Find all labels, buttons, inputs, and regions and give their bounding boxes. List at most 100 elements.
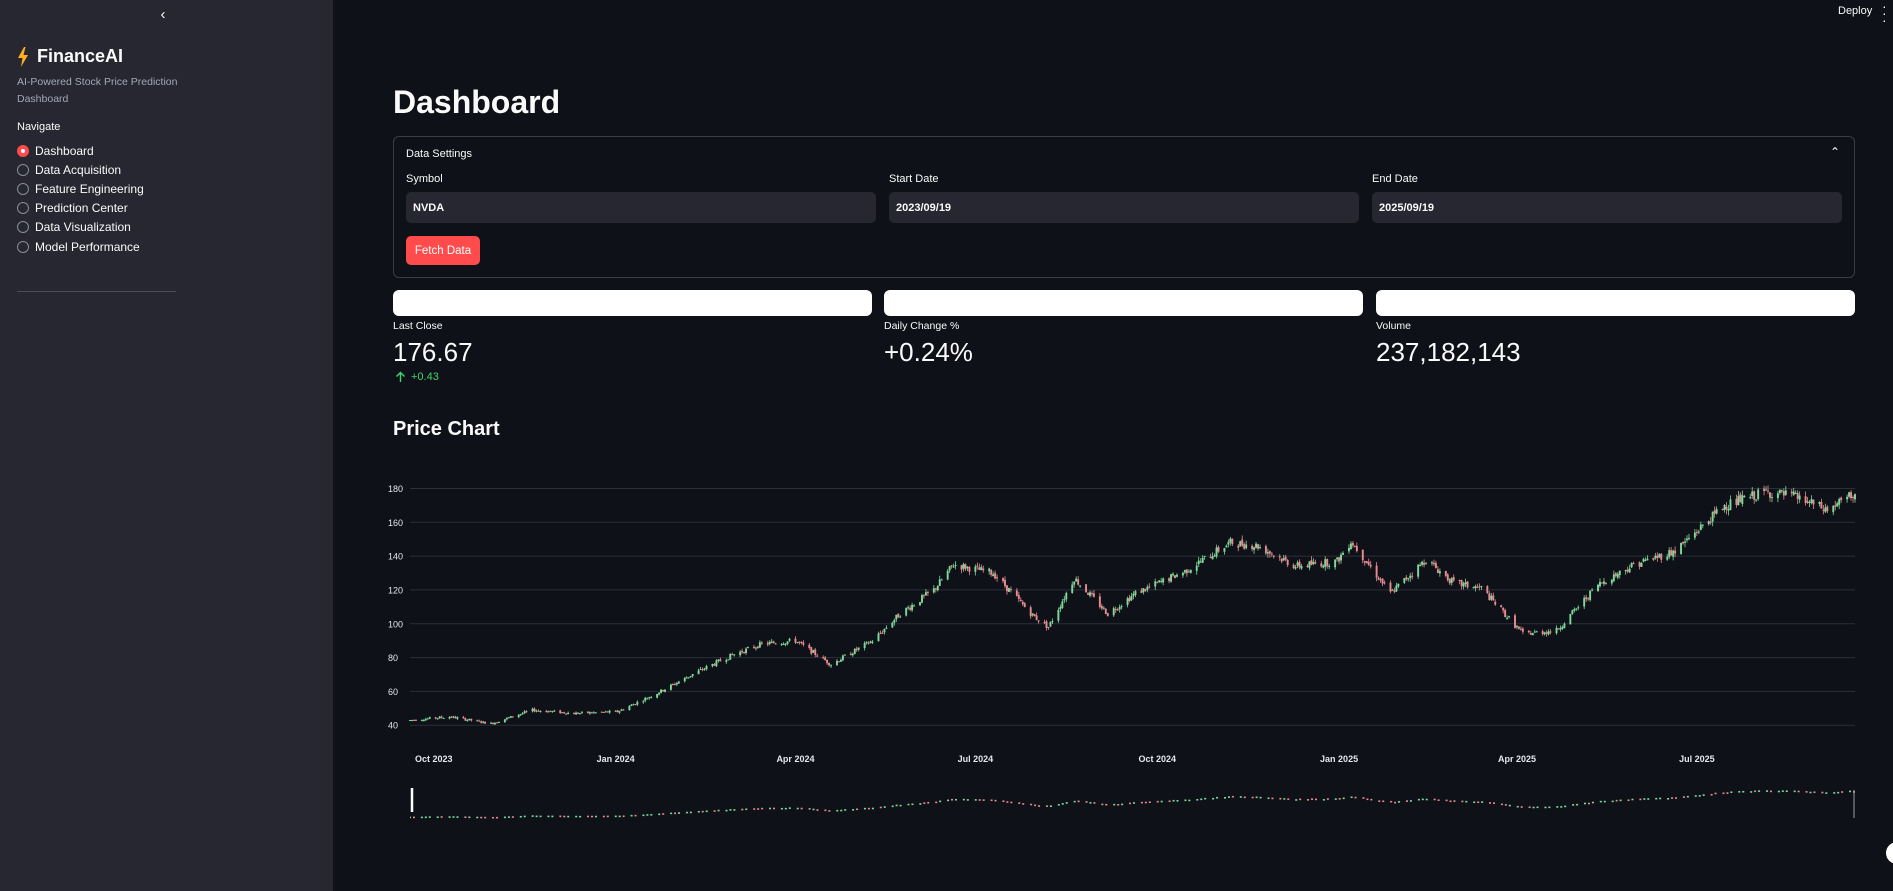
range-slider-candle xyxy=(1437,799,1440,802)
range-slider-candle xyxy=(923,802,926,804)
candle-body xyxy=(1436,569,1439,573)
candle-body xyxy=(1431,562,1433,564)
candle-body xyxy=(745,648,748,653)
fetch-data-button[interactable]: Fetch Data xyxy=(406,236,480,265)
range-slider-handle[interactable] xyxy=(1853,790,1855,818)
candle-body xyxy=(1517,626,1520,629)
candle-body xyxy=(523,711,526,714)
candle-body xyxy=(1037,620,1040,622)
candle-body xyxy=(731,654,734,656)
candle-body xyxy=(1521,628,1524,632)
candle-body xyxy=(1743,495,1746,498)
candle-body xyxy=(1727,508,1730,511)
candle-body xyxy=(1848,492,1851,497)
candle-body xyxy=(772,641,775,644)
symbol-input[interactable] xyxy=(406,192,876,223)
kebab-icon[interactable]: · · · xyxy=(1882,0,1887,28)
candle-body xyxy=(1494,601,1497,605)
candle-body xyxy=(1308,561,1311,568)
candle-body xyxy=(1778,490,1781,493)
chat-fab-icon[interactable] xyxy=(1886,842,1893,864)
range-slider-candle xyxy=(919,803,922,805)
range-slider-handle[interactable] xyxy=(410,788,414,812)
last-close-delta: +0.43 xyxy=(395,371,439,383)
last-close-label: Last Close xyxy=(393,320,443,332)
candle-body xyxy=(1824,507,1827,512)
chevron-up-icon[interactable]: ⌃ xyxy=(1829,145,1841,159)
radio-icon[interactable] xyxy=(17,240,29,253)
candle-body xyxy=(567,712,570,715)
nav-item-data-acquisition[interactable]: Data Acquisition xyxy=(17,160,144,179)
y-tick-label: 160 xyxy=(388,518,403,528)
candle-body xyxy=(1033,614,1036,617)
radio-selected-icon[interactable] xyxy=(17,144,29,157)
price-chart[interactable]: 40 60 80 100 120 140 160 180 Oct 2023 Jan 2024 Apr… xyxy=(388,480,1856,780)
candle-body xyxy=(664,689,666,692)
nav-item-model-performance[interactable]: Model Performance xyxy=(17,237,144,256)
range-slider-candle xyxy=(1322,798,1325,801)
candle-body xyxy=(1324,559,1327,567)
candle-body xyxy=(1057,609,1060,621)
candle-body xyxy=(881,632,884,634)
range-slider-candle xyxy=(1140,801,1143,804)
radio-icon[interactable] xyxy=(17,221,29,234)
candle-body xyxy=(1272,555,1275,557)
start-date-input[interactable] xyxy=(889,192,1359,223)
candle-body xyxy=(1181,572,1184,576)
candle-body xyxy=(1098,596,1101,608)
candle-body xyxy=(673,684,676,686)
candle-body xyxy=(883,628,886,633)
candle-body xyxy=(1672,550,1675,557)
candle-body xyxy=(1472,587,1475,589)
candle-body xyxy=(1397,583,1400,587)
sidebar: ‹ FinanceAI AI-Powered Stock Price Predi… xyxy=(0,0,333,891)
candle-body xyxy=(1298,561,1301,568)
range-slider-candle xyxy=(1093,802,1096,804)
candle-body xyxy=(1559,628,1562,630)
candle-body xyxy=(658,692,661,695)
radio-icon[interactable] xyxy=(17,163,29,176)
range-slider-candle xyxy=(1342,797,1345,800)
candle-body xyxy=(1002,578,1004,582)
candle-body xyxy=(1798,495,1801,500)
candle-body xyxy=(711,663,714,667)
range-slider-candle xyxy=(1631,798,1634,801)
range-slider[interactable] xyxy=(410,784,1856,820)
candle-body xyxy=(1116,609,1119,611)
candle-body xyxy=(1693,532,1696,538)
range-slider-candle xyxy=(1536,806,1539,809)
range-slider-candles xyxy=(410,790,1856,819)
range-slider-candle xyxy=(1243,796,1246,799)
nav-item-dashboard[interactable]: Dashboard xyxy=(17,141,144,160)
candle-body xyxy=(1379,579,1382,581)
radio-icon[interactable] xyxy=(17,182,29,195)
candle-body xyxy=(511,716,514,718)
candle-body xyxy=(739,651,742,656)
candle-body xyxy=(1363,561,1366,563)
candle-body xyxy=(531,708,534,712)
range-slider-candle xyxy=(507,816,510,818)
candle-body xyxy=(642,701,645,703)
candle-body xyxy=(1557,628,1560,630)
candle-body xyxy=(1490,595,1493,600)
radio-icon[interactable] xyxy=(17,202,29,215)
end-date-input[interactable] xyxy=(1372,192,1842,223)
collapse-sidebar-icon[interactable]: ‹ xyxy=(160,6,166,23)
expander-title[interactable]: Data Settings xyxy=(406,148,473,160)
range-slider-candle xyxy=(1500,803,1503,806)
nav-item-prediction-center[interactable]: Prediction Center xyxy=(17,199,144,218)
candle-body xyxy=(414,719,417,721)
candle-body xyxy=(830,665,833,667)
nav-item-feature-engineering[interactable]: Feature Engineering xyxy=(17,179,144,198)
candle-body xyxy=(1808,501,1811,503)
candle-body xyxy=(1280,558,1283,562)
candle-body xyxy=(857,647,860,650)
candle-body xyxy=(689,676,692,678)
deploy-button[interactable]: Deploy xyxy=(1838,5,1873,17)
range-slider-candle xyxy=(503,816,506,819)
candle-body xyxy=(982,568,985,571)
nav-item-data-visualization[interactable]: Data Visualization xyxy=(17,218,144,237)
candle-body xyxy=(1699,524,1702,530)
candle-body xyxy=(1245,544,1248,549)
range-slider-candle xyxy=(1259,796,1262,799)
